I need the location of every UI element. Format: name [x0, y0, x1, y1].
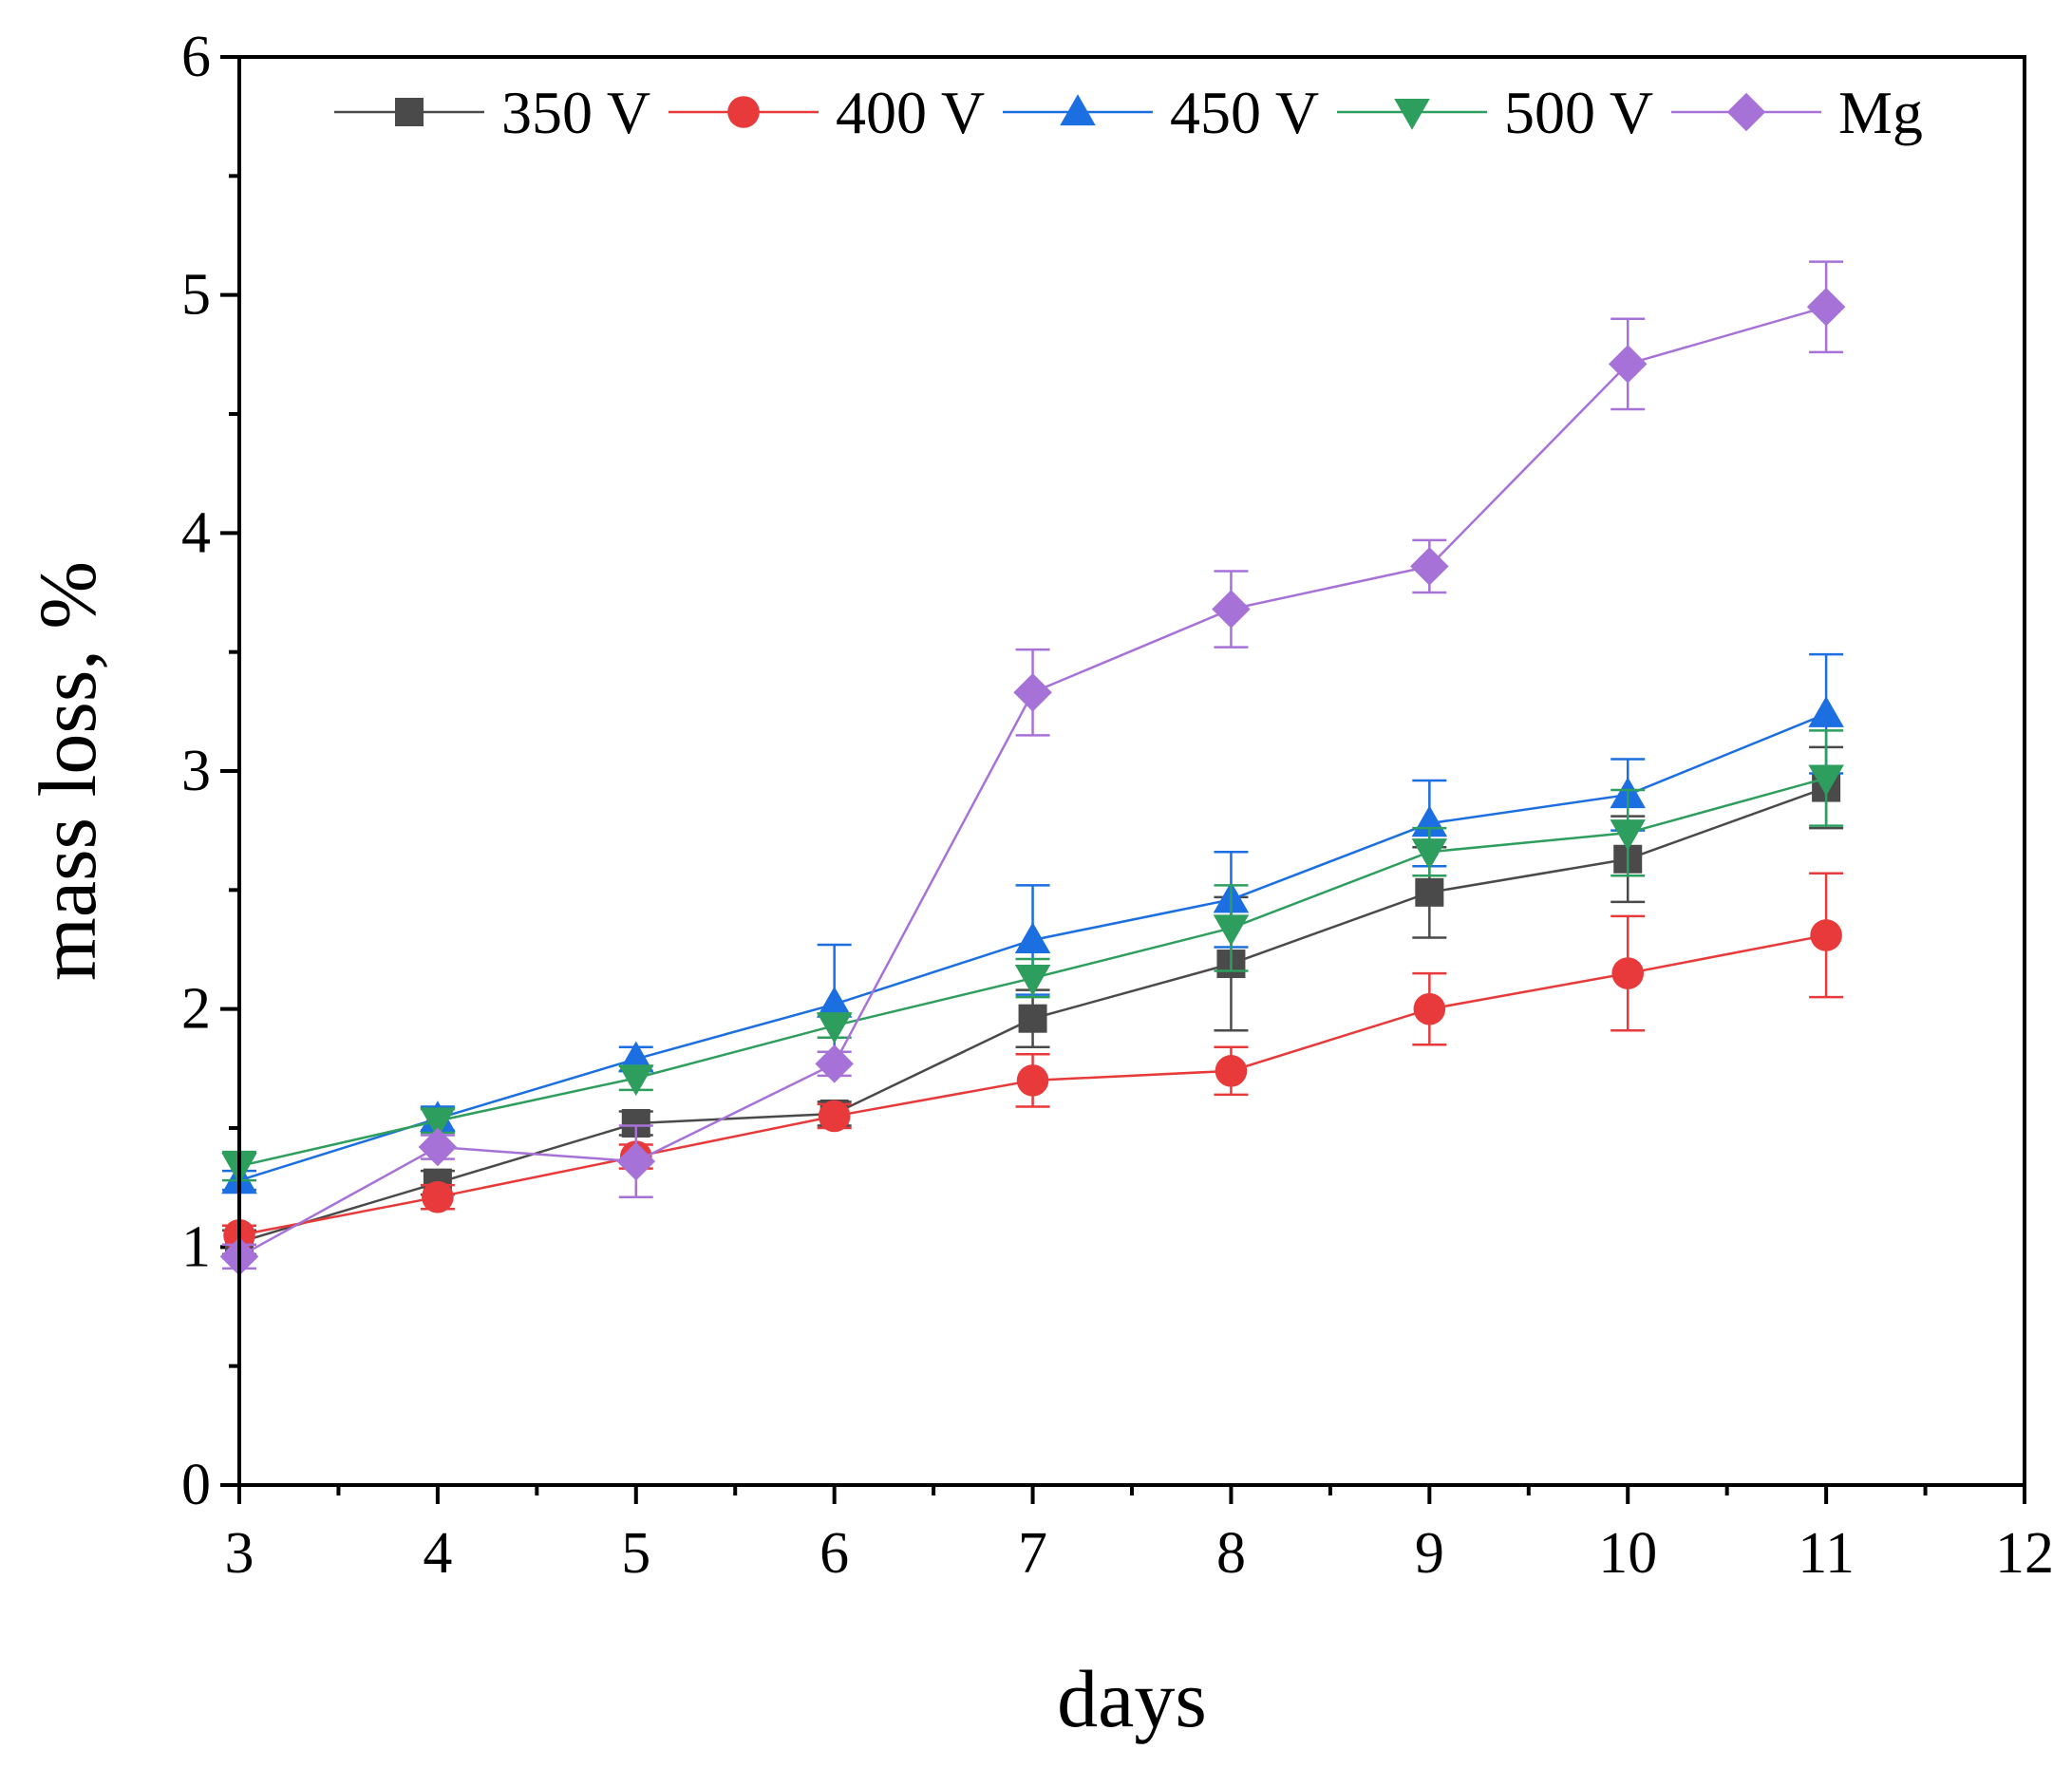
data-point — [1611, 957, 1645, 989]
series-500-v — [221, 729, 1844, 1184]
series-350-v — [222, 745, 1844, 1257]
x-axis-ticks: 3 4 5 6 7 8 9 10 11 12 — [225, 1485, 2054, 1586]
data-point — [816, 1012, 853, 1044]
legend-entry: Mg — [1671, 79, 1923, 146]
data-point — [1415, 877, 1444, 907]
data-point — [1810, 919, 1842, 951]
data-point — [1014, 965, 1051, 996]
legend-marker — [1394, 98, 1430, 130]
x-tick-label: 8 — [1216, 1521, 1246, 1586]
x-tick-label: 9 — [1415, 1521, 1444, 1586]
y-tick-label: 3 — [181, 739, 211, 803]
data-point — [1411, 838, 1448, 870]
data-point — [418, 1127, 458, 1167]
x-tick-label: 10 — [1598, 1521, 1657, 1586]
series-mg — [219, 260, 1846, 1276]
data-point — [422, 1180, 454, 1213]
data-point — [618, 1041, 654, 1073]
y-tick-label: 2 — [181, 977, 211, 1042]
y-tick-label: 5 — [181, 263, 211, 328]
data-point — [1608, 345, 1648, 384]
data-point — [1806, 287, 1846, 327]
legend-label: 450 V — [1170, 79, 1319, 146]
legend-label: 350 V — [501, 79, 650, 146]
x-axis-title: days — [1057, 1653, 1207, 1744]
data-point — [420, 1107, 456, 1139]
legend-label: Mg — [1838, 79, 1923, 146]
y-tick-label: 1 — [181, 1214, 211, 1279]
x-tick-label: 3 — [225, 1521, 254, 1586]
series-450-v — [221, 652, 1844, 1194]
data-point — [1018, 1004, 1047, 1033]
legend-marker — [1060, 94, 1096, 126]
data-point — [618, 1064, 654, 1097]
data-point — [1212, 590, 1251, 629]
legend: 350 V 400 V 450 V 500 V Mg — [334, 79, 1923, 146]
legend-entry: 500 V — [1337, 79, 1653, 146]
y-tick-label: 0 — [181, 1453, 211, 1517]
y-tick-label: 4 — [181, 500, 211, 565]
data-point — [1215, 1055, 1248, 1087]
y-axis-title: mass loss, % — [22, 561, 113, 981]
legend-marker — [395, 98, 424, 126]
data-point — [1013, 673, 1052, 712]
series-line — [238, 305, 1827, 1258]
legend-marker — [727, 96, 760, 128]
data-point — [818, 1100, 851, 1133]
data-point — [1413, 992, 1446, 1025]
data-point — [616, 1141, 656, 1181]
x-tick-label: 11 — [1798, 1521, 1855, 1586]
data-point — [1808, 764, 1844, 797]
x-tick-label: 6 — [819, 1521, 849, 1586]
series-layer — [219, 260, 1846, 1276]
data-point — [1808, 696, 1844, 727]
x-tick-label: 7 — [1018, 1521, 1047, 1586]
data-point — [1610, 819, 1646, 851]
data-point — [1410, 547, 1449, 586]
legend-label: 400 V — [836, 79, 985, 146]
data-point — [1016, 1064, 1049, 1097]
legend-entry: 450 V — [1003, 79, 1319, 146]
data-point — [815, 1044, 854, 1083]
data-point — [1014, 922, 1051, 954]
legend-entry: 400 V — [669, 79, 985, 146]
data-point — [1213, 914, 1250, 947]
y-tick-label: 6 — [181, 25, 211, 89]
series-400-v — [222, 872, 1844, 1251]
x-tick-label: 4 — [423, 1521, 452, 1586]
legend-entry: 350 V — [334, 79, 650, 146]
legend-label: 500 V — [1504, 79, 1653, 146]
y-axis-ticks: 0 1 2 3 4 5 6 — [181, 25, 239, 1517]
data-point — [816, 986, 853, 1018]
x-tick-label: 12 — [1995, 1521, 2054, 1586]
x-tick-label: 5 — [621, 1521, 650, 1586]
legend-marker — [1726, 92, 1766, 132]
plot-frame — [237, 55, 2026, 1487]
